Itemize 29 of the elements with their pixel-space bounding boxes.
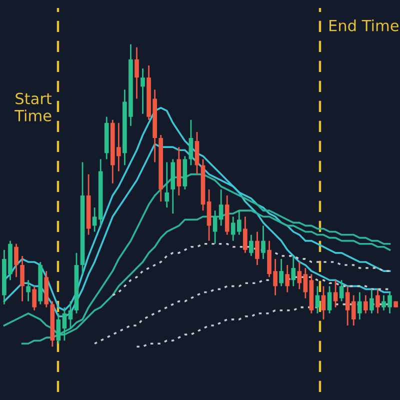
candlestick bbox=[339, 279, 344, 302]
candlestick bbox=[243, 216, 248, 254]
candlestick bbox=[255, 231, 260, 266]
candlestick bbox=[363, 294, 368, 314]
candlestick bbox=[357, 292, 362, 320]
candlestick bbox=[261, 225, 266, 260]
candlestick bbox=[333, 279, 338, 308]
candlestick bbox=[26, 279, 30, 302]
candlestick bbox=[14, 243, 18, 278]
text: End Time bbox=[330, 20, 398, 32]
candlestick bbox=[327, 285, 332, 314]
candlestick bbox=[32, 285, 37, 312]
candlestick bbox=[291, 255, 296, 287]
candlestick bbox=[188, 119, 194, 166]
candlestick bbox=[297, 261, 302, 290]
candlestick bbox=[140, 68, 145, 115]
candlestick bbox=[20, 255, 24, 302]
candlestick bbox=[92, 206, 97, 232]
candlestick bbox=[68, 300, 73, 330]
candlestick bbox=[315, 285, 320, 314]
candlestick bbox=[303, 267, 308, 299]
candlestick bbox=[279, 258, 284, 287]
candlestick bbox=[134, 46, 139, 100]
candlestick bbox=[370, 288, 374, 314]
candlestick bbox=[249, 234, 254, 257]
candlestick bbox=[376, 288, 380, 314]
candlestick bbox=[285, 264, 290, 293]
candlestick bbox=[321, 285, 326, 320]
annotation: Start Time bbox=[14, 92, 52, 122]
